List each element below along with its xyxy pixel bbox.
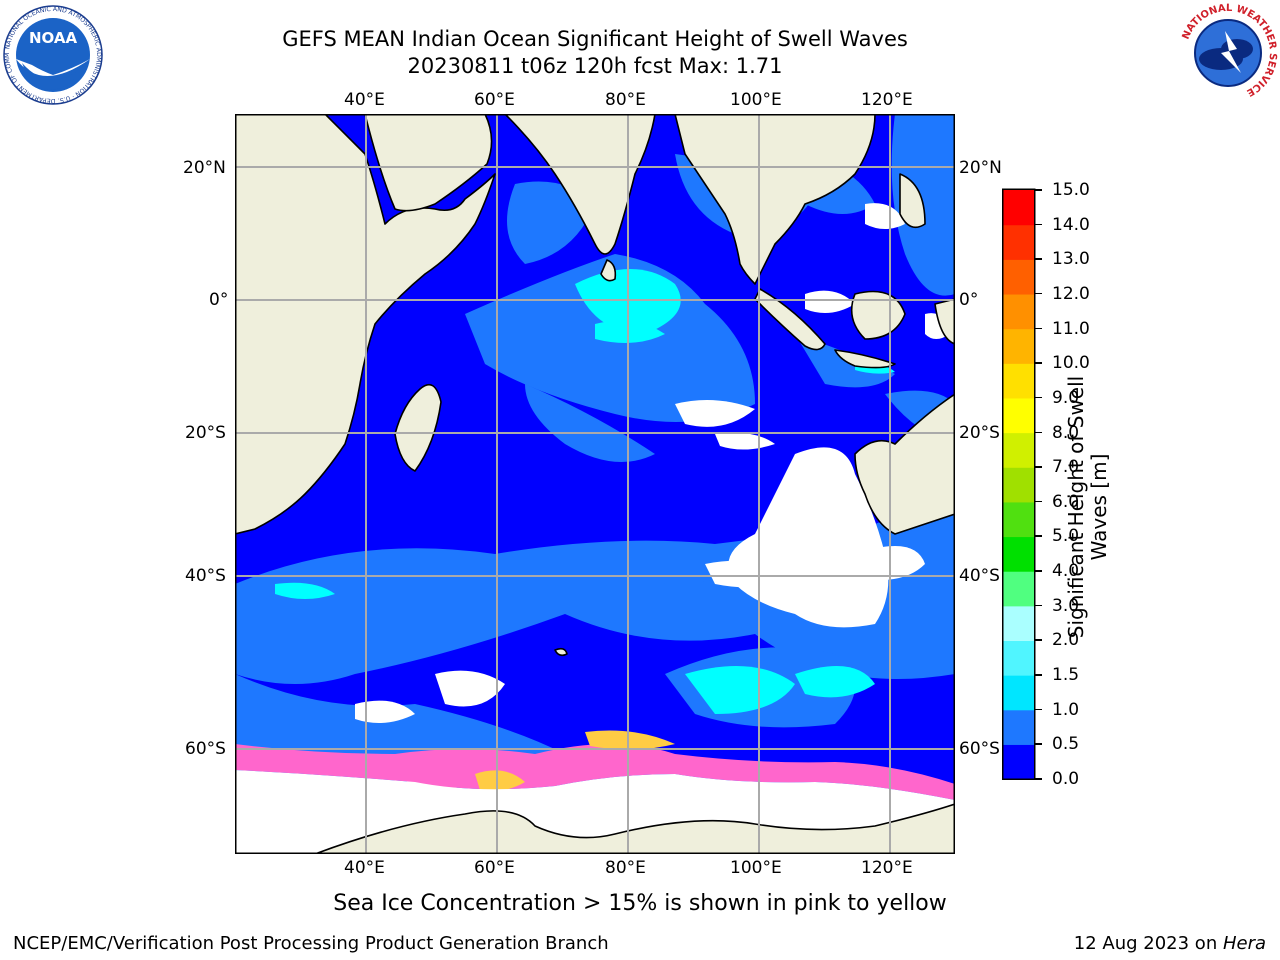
colorbar-tick-mark xyxy=(1035,431,1042,434)
colorbar-segment xyxy=(1003,605,1035,642)
lon-label-top: 60°E xyxy=(474,90,515,110)
lat-label-right: 60°S xyxy=(959,739,1000,759)
colorbar-tick-mark xyxy=(1035,362,1042,364)
footer-credit: NCEP/EMC/Verification Post Processing Pr… xyxy=(13,933,609,954)
map-frame xyxy=(235,114,955,854)
colorbar-tick-label: 8.0 xyxy=(1052,422,1080,443)
colorbar-tick-label: 10.0 xyxy=(1052,353,1090,374)
colorbar-label: Significant Height of Swell Waves [m] xyxy=(1064,375,1111,639)
lon-label-top: 120°E xyxy=(861,90,913,110)
lat-label-right: 40°S xyxy=(959,566,1000,586)
colorbar-tick-mark xyxy=(1035,604,1042,607)
lat-label-left: 0° xyxy=(209,290,229,310)
colorbar-segment xyxy=(1003,293,1035,330)
lat-label-left: 60°S xyxy=(185,739,226,759)
graticule xyxy=(235,114,955,854)
colorbar-tick-label: 2.0 xyxy=(1052,630,1080,651)
colorbar-tick-label: 12.0 xyxy=(1052,283,1090,304)
colorbar-tick-label: 0.5 xyxy=(1052,734,1080,755)
colorbar-tick-mark xyxy=(1035,639,1042,641)
chart-subtitle: 20230811 t06z 120h fcst Max: 1.71 xyxy=(407,54,783,78)
colorbar-segment xyxy=(1003,432,1035,468)
colorbar-tick-mark xyxy=(1035,396,1042,399)
footer-date: 12 Aug 2023 on Hera xyxy=(1074,933,1266,955)
lat-label-left: 40°S xyxy=(185,566,226,586)
chart-title: GEFS MEAN Indian Ocean Significant Heigh… xyxy=(282,27,908,51)
colorbar-segment xyxy=(1003,571,1035,607)
colorbar-tick-label: 5.0 xyxy=(1052,526,1080,547)
colorbar-tick-mark xyxy=(1035,258,1042,260)
colorbar-tick-mark xyxy=(1035,292,1042,295)
lon-label-bottom: 100°E xyxy=(730,858,782,878)
colorbar-segment xyxy=(1003,640,1035,676)
colorbar-tick-mark xyxy=(1035,466,1042,468)
lon-label-bottom: 40°E xyxy=(344,858,385,878)
lat-label-right: 20°S xyxy=(959,423,1000,443)
colorbar-segment xyxy=(1003,224,1035,260)
colorbar-segment xyxy=(1003,675,1035,711)
svg-text:NOAA: NOAA xyxy=(29,29,78,47)
colorbar-tick-mark xyxy=(1035,223,1042,226)
footer-host: Hera xyxy=(1222,933,1266,954)
colorbar-tick-label: 0.0 xyxy=(1052,769,1080,789)
colorbar-segment xyxy=(1003,501,1035,538)
lon-label-bottom: 80°E xyxy=(605,858,646,878)
colorbar-segment xyxy=(1003,363,1035,399)
noaa-logo: NATIONAL OCEANIC AND ATMOSPHERIC ADMINIS… xyxy=(2,5,103,105)
colorbar-tick-mark xyxy=(1035,708,1042,711)
colorbar-tick-label: 1.5 xyxy=(1052,665,1080,686)
colorbar-tick-mark xyxy=(1035,743,1042,745)
colorbar-segment xyxy=(1003,328,1035,364)
colorbar xyxy=(1002,188,1036,780)
lon-label-top: 100°E xyxy=(730,90,782,110)
colorbar-segment xyxy=(1003,744,1035,780)
sea-ice-note: Sea Ice Concentration > 15% is shown in … xyxy=(333,891,947,916)
colorbar-segment xyxy=(1003,397,1035,434)
colorbar-segment xyxy=(1003,190,1035,226)
lat-label-right: 0° xyxy=(959,290,979,310)
swell-high-regions xyxy=(275,269,895,714)
colorbar-tick-label: 4.0 xyxy=(1052,561,1080,582)
colorbar-tick-label: 3.0 xyxy=(1052,595,1080,616)
colorbar-tick-label: 14.0 xyxy=(1052,214,1090,235)
colorbar-segment xyxy=(1003,536,1035,572)
lon-label-bottom: 120°E xyxy=(861,858,913,878)
colorbar-tick-label: 9.0 xyxy=(1052,387,1080,408)
colorbar-tick-mark xyxy=(1035,674,1042,676)
colorbar-segment xyxy=(1003,467,1035,503)
colorbar-segment xyxy=(1003,259,1035,295)
colorbar-tick-mark xyxy=(1035,570,1042,572)
footer-date-text: 12 Aug 2023 on xyxy=(1073,933,1223,954)
no-data-patches xyxy=(355,203,950,723)
lon-label-top: 40°E xyxy=(344,90,385,110)
lat-label-right: 20°N xyxy=(959,158,1002,178)
colorbar-tick-mark xyxy=(1035,778,1042,780)
colorbar-tick-mark xyxy=(1035,535,1042,537)
lat-label-left: 20°S xyxy=(185,423,226,443)
colorbar-tick-label: 15.0 xyxy=(1052,180,1090,200)
colorbar-tick-mark xyxy=(1035,189,1042,191)
colorbar-tick-label: 1.0 xyxy=(1052,699,1080,720)
colorbar-tick-label: 7.0 xyxy=(1052,457,1080,478)
colorbar-segment xyxy=(1003,709,1035,745)
nws-logo: NATIONAL WEATHER SERVICE xyxy=(1179,3,1278,102)
lat-label-left: 20°N xyxy=(183,158,226,178)
lon-label-top: 80°E xyxy=(605,90,646,110)
lon-label-bottom: 60°E xyxy=(474,858,515,878)
colorbar-tick-mark xyxy=(1035,327,1042,330)
colorbar-tick-label: 6.0 xyxy=(1052,491,1080,512)
swell-height-map xyxy=(235,114,955,854)
colorbar-tick-label: 11.0 xyxy=(1052,318,1090,339)
colorbar-tick-label: 13.0 xyxy=(1052,249,1090,270)
colorbar-tick-mark xyxy=(1035,500,1042,503)
